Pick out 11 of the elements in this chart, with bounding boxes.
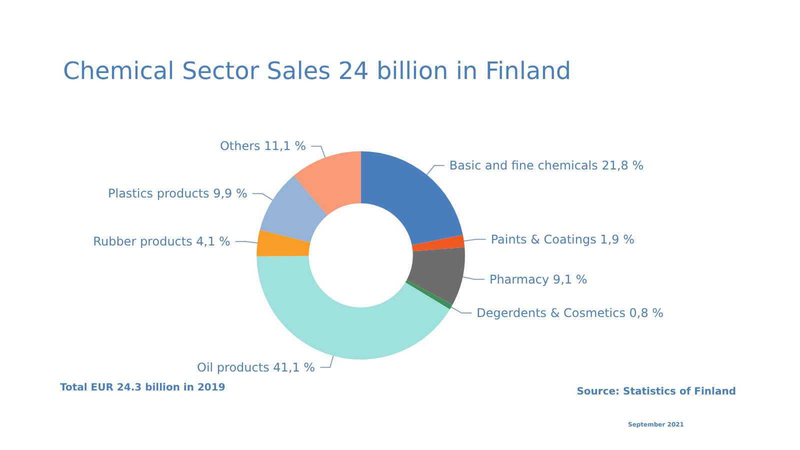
slice-label: Degerdents & Cosmetics 0,8 % xyxy=(476,306,664,320)
slice-label: Basic and fine chemicals 21,8 % xyxy=(449,158,644,173)
slice-label: Plastics products 9,9 % xyxy=(108,186,248,201)
slice-label: Oil products 41,1 % xyxy=(196,360,316,374)
chart-title: Chemical Sector Sales 24 billion in Finland xyxy=(63,57,572,85)
slice-label: Others 11,1 % xyxy=(220,139,306,154)
slice-label: Pharmacy 9,1 % xyxy=(489,272,588,286)
text: Total EUR 24.3 billion in 2019 xyxy=(60,382,226,394)
source-note: Source: Statistics of Finland xyxy=(576,386,736,398)
slice-label: Paints & Coatings 1,9 % xyxy=(490,232,634,246)
slice-label: Rubber products 4,1 % xyxy=(93,234,230,249)
